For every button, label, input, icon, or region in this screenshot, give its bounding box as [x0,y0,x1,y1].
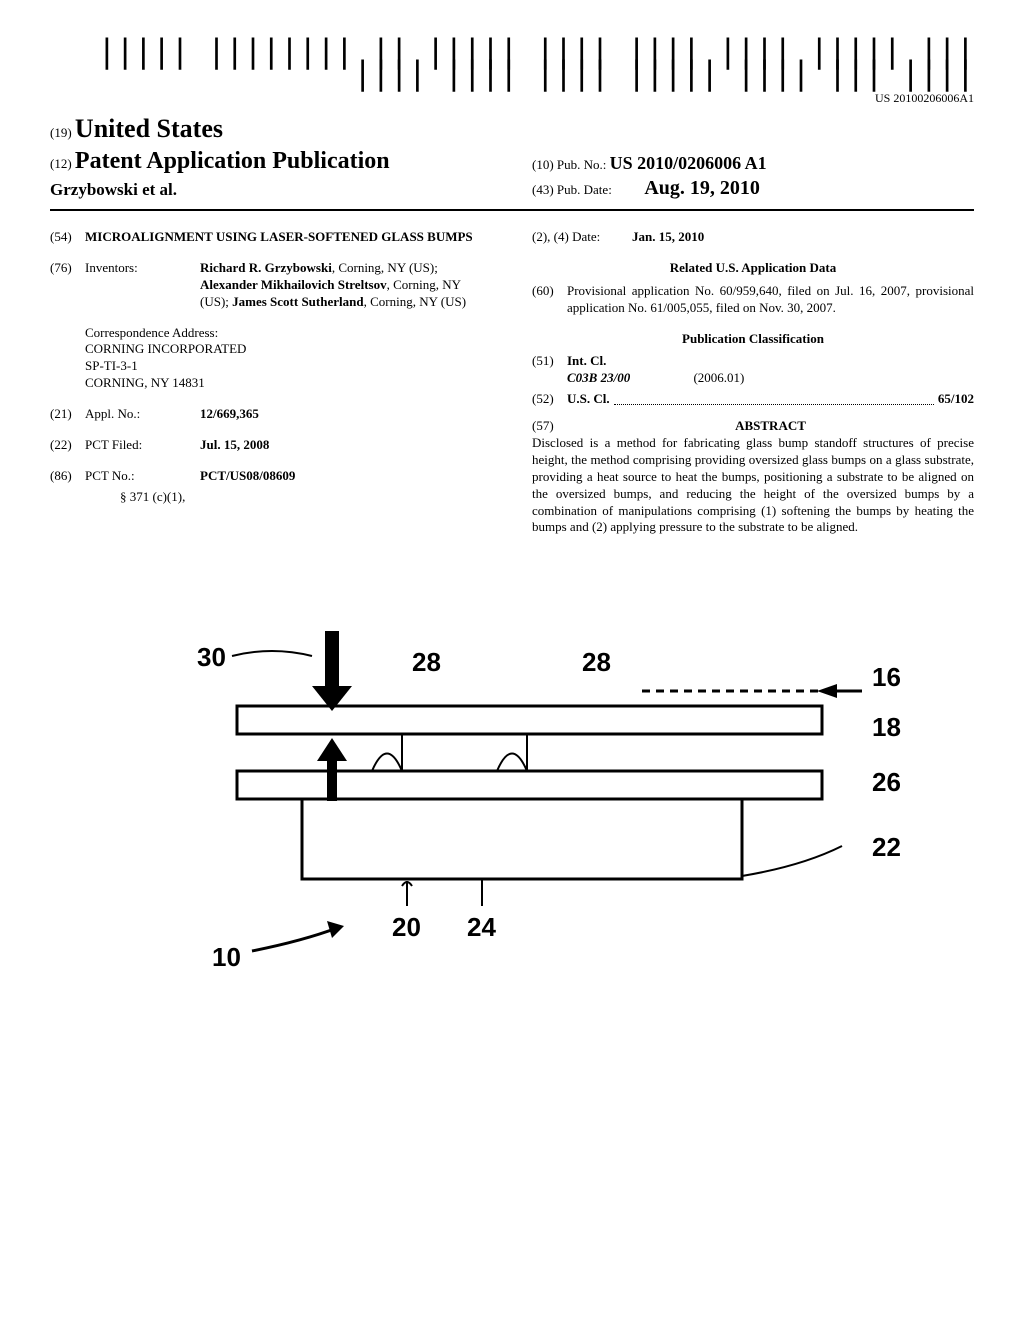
fig-label-24: 24 [467,912,496,942]
pub-no: US 2010/0206006 A1 [610,153,767,173]
dots-leader [614,391,934,405]
corr-label: Correspondence Address: [85,325,492,342]
int-cl-value: C03B 23/00 [567,370,630,385]
date-24: Jan. 15, 2010 [632,229,704,244]
int-cl-label: Int. Cl. [567,353,606,370]
pct-filed-label: PCT Filed: [85,437,200,454]
us-cl-value: 65/102 [938,391,974,406]
code-54: (54) [50,229,85,246]
fig-label-28a: 28 [412,647,441,677]
title: MICROALIGNMENT USING LASER-SOFTENED GLAS… [85,229,492,246]
left-column: (54) MICROALIGNMENT USING LASER-SOFTENED… [50,229,492,536]
code-52: (52) [532,391,567,408]
code-51: (51) [532,353,567,370]
pub-date: Aug. 19, 2010 [644,177,760,199]
int-cl-year: (2006.01) [693,370,744,385]
fig-label-16: 16 [872,662,901,692]
fig-label-30: 30 [197,642,226,672]
fig-label-20: 20 [392,912,421,942]
provisional-text: Provisional application No. 60/959,640, … [567,283,974,317]
code-76: (76) [50,260,85,311]
pub-type: Patent Application Publication [75,148,390,174]
abstract-text: Disclosed is a method for fabricating gl… [532,435,974,536]
sect-371: § 371 (c)(1), [120,489,492,506]
corr-l1: CORNING INCORPORATED [85,341,492,358]
header-divider [50,209,974,211]
appl-no-label: Appl. No.: [85,406,200,423]
fig-label-26: 26 [872,767,901,797]
pct-no-label: PCT No.: [85,468,200,485]
related-heading: Related U.S. Application Data [532,260,974,277]
code-10: (10) [532,157,554,172]
code-19: (19) [50,125,72,140]
country: United States [75,114,223,143]
fig-label-18: 18 [872,712,901,742]
doc-header: (19) United States (12) Patent Applicati… [50,112,974,201]
biblio-columns: (54) MICROALIGNMENT USING LASER-SOFTENED… [50,229,974,536]
inventors-label: Inventors: [85,260,200,311]
fig-label-28b: 28 [582,647,611,677]
fig-label-22: 22 [872,832,901,862]
abstract-label: ABSTRACT [735,418,806,433]
code-12: (12) [50,156,72,171]
pub-no-label: Pub. No.: [557,157,606,172]
code-57: (57) [532,418,567,435]
pub-date-label: Pub. Date: [557,182,612,197]
right-column: (2), (4) Date: Jan. 15, 2010 Related U.S… [532,229,974,536]
us-cl-label: U.S. Cl. [567,391,610,406]
corr-l3: CORNING, NY 14831 [85,375,492,392]
corr-l2: SP-TI-3-1 [85,358,492,375]
code-22: (22) [50,437,85,454]
code-43: (43) [532,182,554,197]
code-21: (21) [50,406,85,423]
code-60: (60) [532,283,567,317]
authors-line: Grzybowski et al. [50,179,492,201]
inventors-value: Richard R. Grzybowski, Corning, NY (US);… [200,260,492,311]
code-86: (86) [50,468,85,485]
correspondence-block: Correspondence Address: CORNING INCORPOR… [85,325,492,393]
appl-no: 12/669,365 [200,406,259,421]
barcode-graphic: ||||| |||||||| || ||||| |||| |||| |||| |… [50,40,974,85]
fig-label-10: 10 [212,942,241,972]
patent-figure: 30 28 28 16 18 26 22 20 24 10 [102,596,922,976]
class-heading: Publication Classification [532,331,974,348]
barcode-number: US 20100206006A1 [50,91,974,107]
date-24-label: (2), (4) Date: [532,229,632,246]
barcode-region: ||||| |||||||| || ||||| |||| |||| |||| |… [50,40,974,107]
pct-no: PCT/US08/08609 [200,468,295,483]
pct-filed: Jul. 15, 2008 [200,437,269,452]
figure-area: 30 28 28 16 18 26 22 20 24 10 [50,596,974,981]
